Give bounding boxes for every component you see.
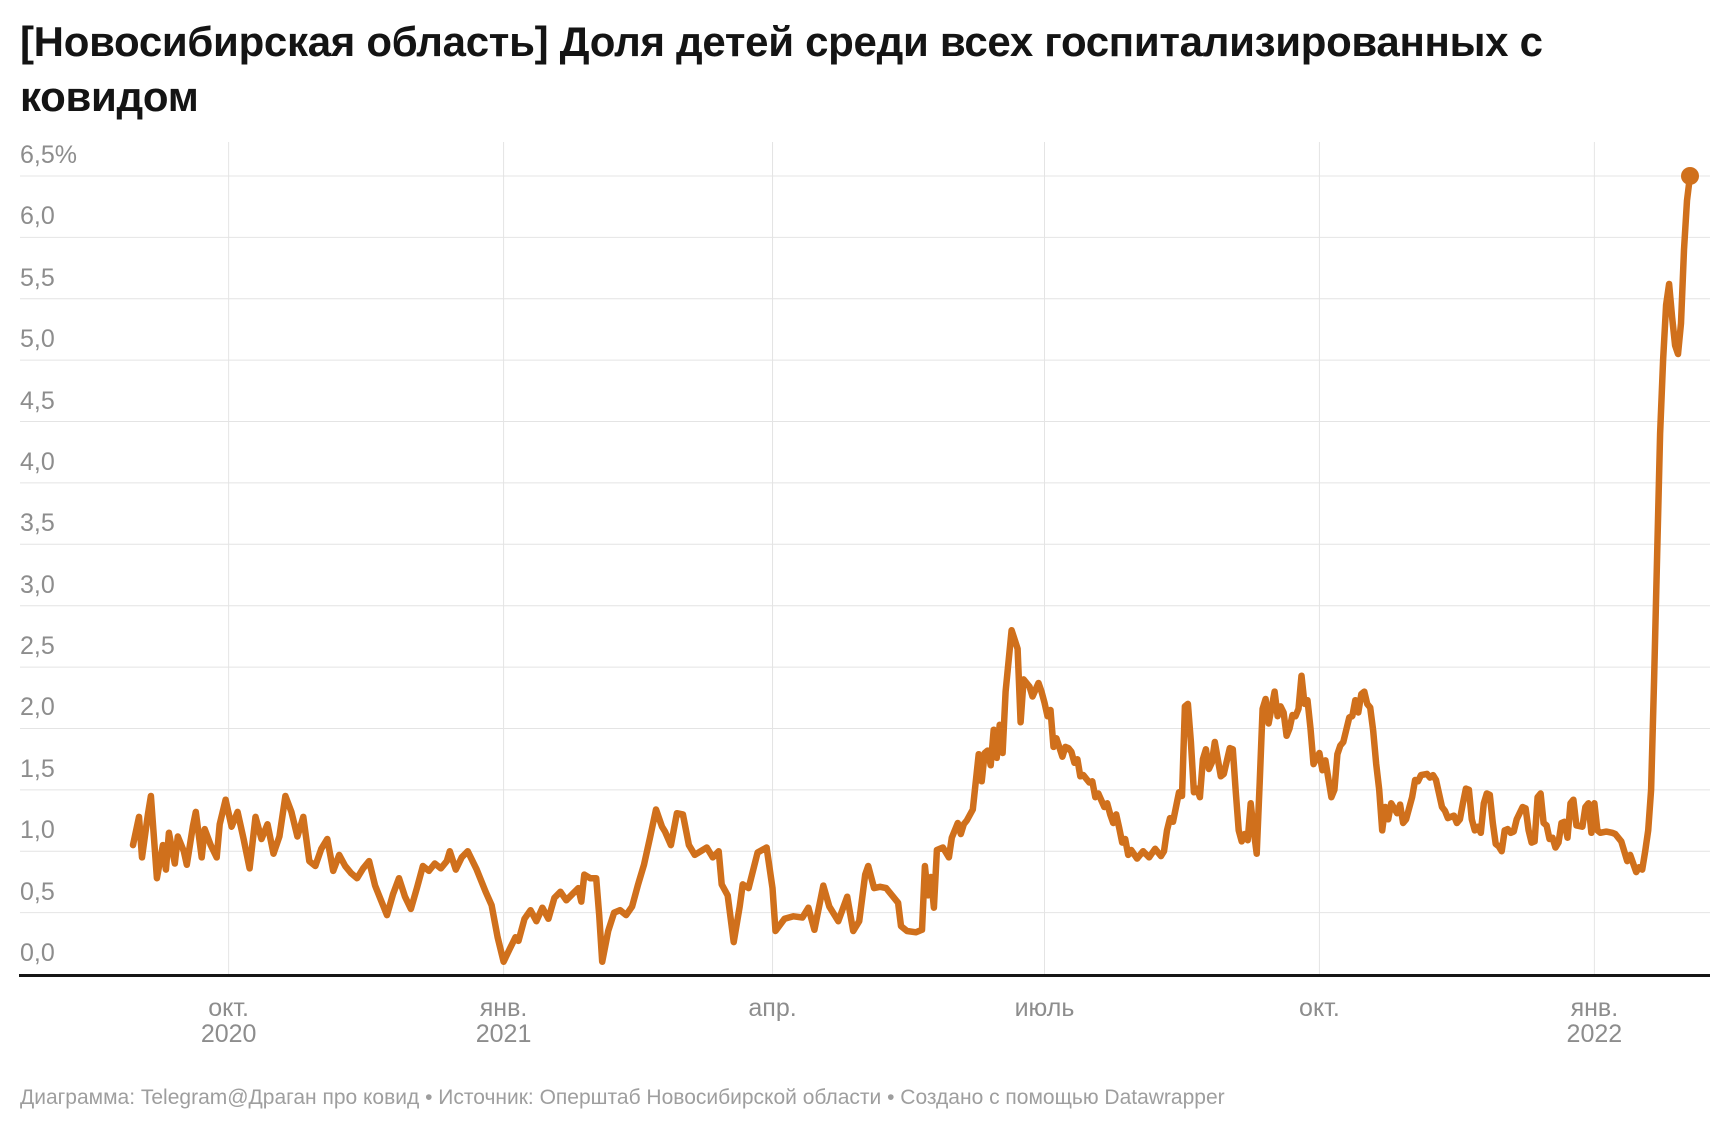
y-tick-label: 5,0 (20, 325, 55, 354)
x-tick-month-label: июль (1014, 994, 1075, 1022)
y-tick-label: 2,5 (20, 632, 55, 661)
y-tick-label: 3,5 (20, 509, 55, 538)
data-line (129, 172, 1694, 965)
x-tick-month-label: янв. (1570, 994, 1619, 1022)
end-point-dot (1681, 166, 1699, 185)
y-tick-label: 6,5% (20, 140, 77, 169)
y-tick-label: 1,5 (20, 754, 55, 783)
x-tick-month-label: апр. (748, 994, 797, 1022)
x-tick-month-label: окт. (208, 994, 249, 1022)
x-tick-month-label: янв. (479, 994, 528, 1022)
y-tick-label: 0,5 (20, 877, 55, 906)
y-tick-label: 0,0 (20, 939, 55, 967)
x-tick-month-label: окт. (1299, 994, 1340, 1022)
x-tick-year-label: 2022 (1566, 1020, 1623, 1048)
x-tick-year-label: 2021 (475, 1020, 532, 1048)
y-tick-label: 4,5 (20, 386, 55, 415)
y-tick-label: 6,0 (20, 202, 55, 231)
x-tick-year-label: 2020 (200, 1020, 257, 1048)
y-tick-label: 4,0 (20, 447, 55, 476)
y-tick-label: 3,0 (20, 570, 55, 599)
chart-footer-attribution: Диаграмма: Telegram@Драган про ковид • И… (20, 1086, 1225, 1109)
chart-title: [Новосибирская область] Доля детей среди… (20, 18, 1543, 120)
y-tick-label: 1,0 (20, 816, 55, 845)
y-tick-label: 5,5 (20, 263, 55, 292)
y-tick-label: 2,0 (20, 693, 55, 722)
